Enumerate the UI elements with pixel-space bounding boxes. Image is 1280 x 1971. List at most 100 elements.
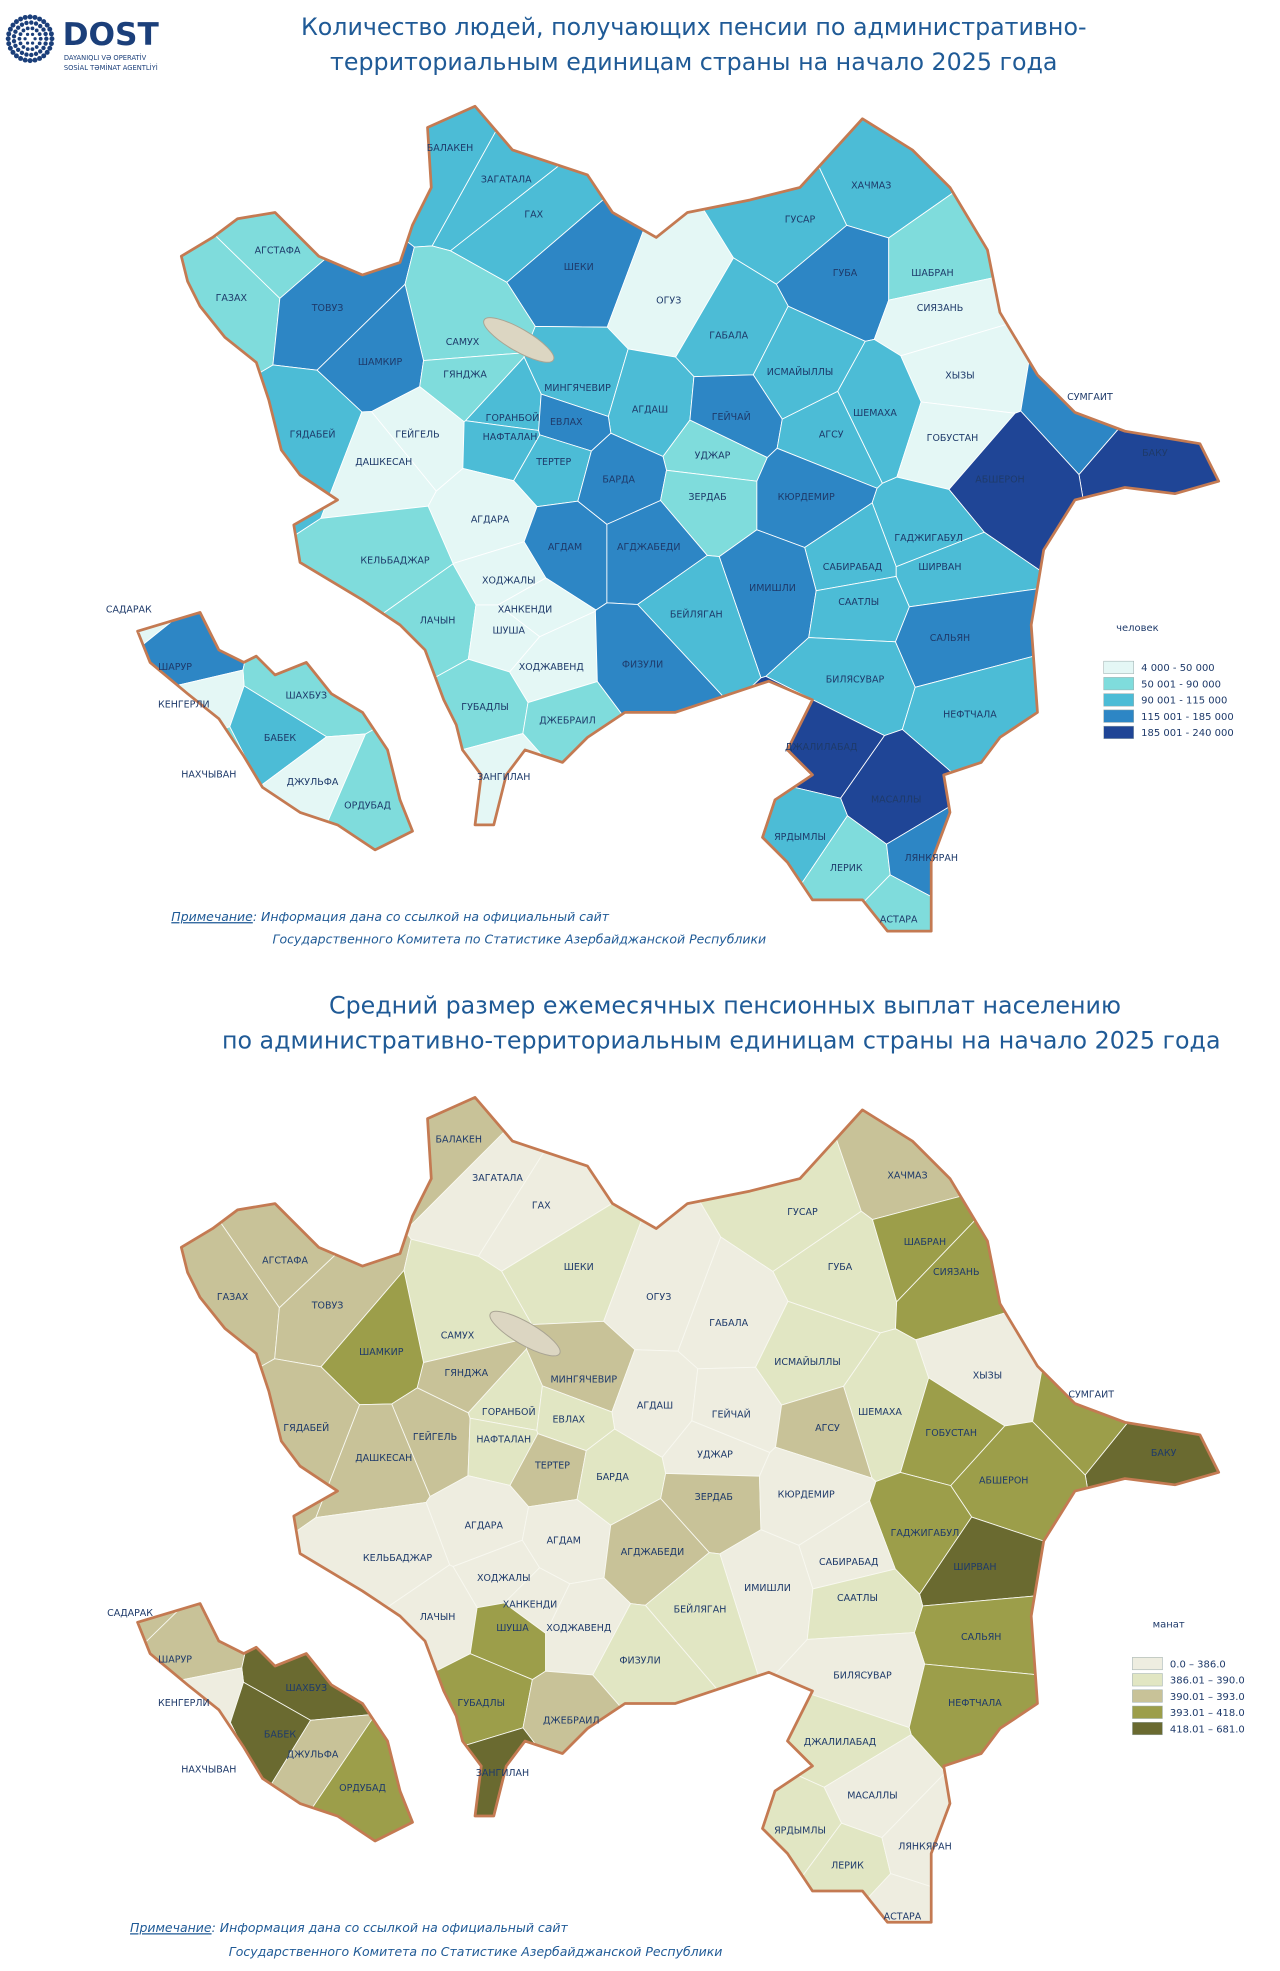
region (881, 1772, 1219, 1923)
region-label: МАСАЛЛЫ (871, 794, 921, 805)
region-label: САМУХ (441, 1331, 475, 1342)
region (1078, 275, 1219, 717)
legend-label: 390.01 – 393.0 (1170, 1692, 1245, 1703)
legend-label: 386.01 – 390.0 (1170, 1676, 1245, 1687)
logo-dot (18, 16, 24, 22)
logo-dot (48, 31, 54, 37)
region-label: ТОВУЗ (311, 303, 344, 314)
logo-dot (30, 47, 35, 52)
region-label: ГЕЙГЕЛЬ (413, 1431, 457, 1443)
logo-dot (37, 41, 42, 46)
region-label: ЛЕРИК (831, 1861, 864, 1872)
logo-dot (25, 41, 30, 45)
logo-dot (38, 36, 43, 41)
map-title: Количество людей, получающих пенсии по а… (301, 13, 1087, 41)
region-label: ГУСАР (787, 1207, 818, 1218)
region-label: АГДАМ (548, 542, 582, 553)
region-label: БАЛАКЕН (427, 143, 473, 154)
note-text: Государственного Комитета по Статистике … (229, 1944, 723, 1959)
region-label: ЗАНГИЛАН (476, 1768, 529, 1779)
logo-dot (5, 36, 11, 42)
region-label: ГАДЖИГАБУЛ (894, 533, 963, 544)
region-label: ГАХ (532, 1201, 551, 1212)
logo-dot (25, 26, 30, 31)
logo-line: DAYANIQLI VƏ OPERATİV (64, 53, 147, 62)
logo-dot (44, 22, 50, 28)
region-label: НАХЧЫВАН (181, 769, 236, 780)
region-label: ШУША (492, 626, 525, 637)
logo-dot (44, 36, 49, 41)
region-label: ГОРАНБОЙ (486, 412, 540, 424)
region-label: БЕЙЛЯГАН (670, 608, 723, 620)
legend-swatch (1103, 693, 1134, 707)
region-label: АГДАРА (471, 514, 510, 525)
region-label: КЮРДЕМИР (778, 492, 835, 503)
logo-dot (43, 31, 48, 37)
logo-dot (18, 41, 23, 46)
country-outline (136, 104, 1221, 933)
region-label: ГЯНДЖА (444, 1368, 488, 1379)
logo-dot (22, 57, 28, 63)
legend-swatch (1103, 709, 1134, 723)
region-label: САЛЬЯН (930, 633, 970, 644)
note: Примечание: Информация дана со ссылкой н… (130, 1920, 568, 1935)
logo-line: SOSİAL TƏMİNAT AGENTLİYİ (64, 63, 158, 72)
region-label: ХОДЖАВЕНД (546, 1623, 611, 1634)
region-label: ШАХБУЗ (286, 1683, 328, 1694)
legend-swatch (1132, 1689, 1163, 1703)
region-label: АГДЖАБЕДИ (621, 1547, 684, 1558)
region-label: САДАРАК (107, 1608, 153, 1619)
legend-label: 115 001 - 185 000 (1141, 712, 1234, 723)
region-label: АГДАШ (637, 1401, 673, 1412)
region-label: ХОДЖАВЕНД (519, 662, 584, 673)
region-label: ГАДЖИГАБУЛ (891, 1528, 960, 1539)
region-label: АГДАМ (547, 1536, 581, 1547)
region-label: ГЯДАБЕЙ (283, 1422, 329, 1434)
region (428, 733, 641, 932)
legend-swatch (1103, 677, 1134, 691)
logo-dot (10, 22, 16, 28)
region-label: СИЯЗАНЬ (933, 1267, 980, 1278)
legend-label: 4 000 - 50 000 (1141, 663, 1214, 674)
logo-dot (6, 31, 12, 37)
region-label: НАХЧЫВАН (181, 1764, 236, 1775)
map-title: Средний размер ежемесячных пенсионных вы… (329, 992, 1121, 1020)
region (137, 1667, 244, 1773)
region-label: ХОДЖАЛЫ (482, 576, 536, 587)
region-label: АГСУ (819, 429, 844, 440)
region-label: БИЛЯСУВАР (833, 1671, 892, 1682)
region-label: ГОБУСТАН (925, 1428, 977, 1439)
logo-dot (15, 25, 21, 30)
region-label: ДЖЕБРАИЛ (539, 716, 596, 727)
logo-dot (33, 21, 39, 26)
logo-dot (13, 43, 18, 48)
region-label: БАБЕК (264, 1729, 296, 1740)
region-label: ЗЕРДАБ (695, 1492, 733, 1503)
legend-label: 90 001 - 115 000 (1141, 696, 1227, 707)
regions (137, 1097, 1219, 1923)
region-label: ХОДЖАЛЫ (477, 1573, 531, 1584)
logo-dot (47, 45, 53, 51)
logo-dot (34, 28, 39, 33)
region-label: НЕФТЧАЛА (943, 709, 997, 720)
region-label: ГАЗАХ (216, 293, 248, 304)
region-label: ЛАЧЫН (420, 1612, 456, 1623)
legend-label: 418.01 – 681.0 (1170, 1724, 1245, 1735)
region-label: ДЖЕБРАИЛ (543, 1716, 600, 1727)
region-label: ФИЗУЛИ (619, 1656, 660, 1667)
region-label: КЕНГЕРЛИ (158, 1698, 210, 1709)
region-label: ШАБРАН (904, 1237, 946, 1248)
region-label: ЛЯНКЯРАН (898, 1842, 952, 1853)
region-label: СУМГАИТ (1068, 1389, 1114, 1400)
legend-title: манат (1153, 1619, 1185, 1630)
region-label: ШАРУР (158, 1654, 192, 1665)
region-label: ЕВЛАХ (552, 1414, 585, 1425)
logo-dot (6, 41, 12, 47)
region-label: МИНГЯЧЕВИР (544, 383, 611, 394)
region (1020, 106, 1219, 476)
region-label: ДЖУЛЬФА (287, 777, 339, 788)
region-label: ГУСАР (785, 214, 816, 225)
region-label: ШЕМАХА (858, 1407, 902, 1418)
region-label: НАФТАЛАН (476, 1434, 531, 1445)
legend-swatch (1103, 725, 1134, 739)
